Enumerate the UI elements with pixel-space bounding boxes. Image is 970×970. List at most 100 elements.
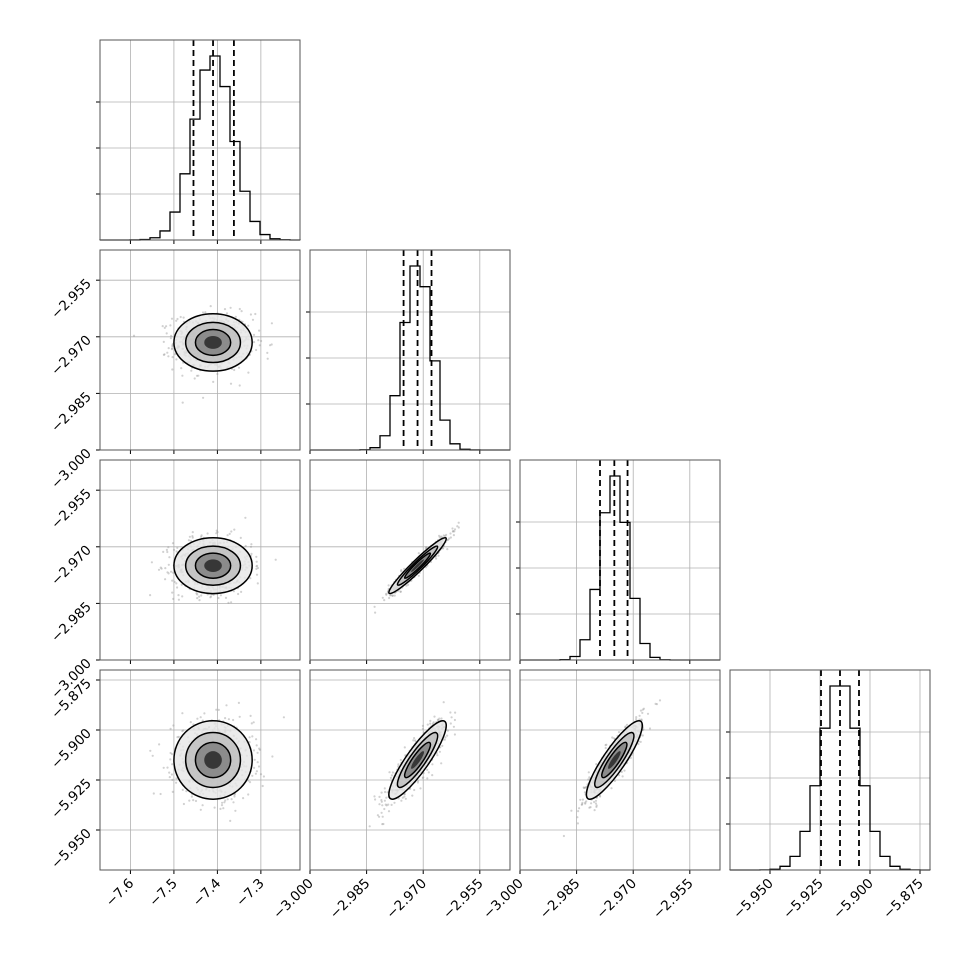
sample-point bbox=[641, 708, 645, 711]
sample-point bbox=[400, 570, 403, 573]
sample-point bbox=[451, 530, 454, 533]
sample-point bbox=[629, 756, 632, 760]
density-contour bbox=[396, 545, 439, 586]
sample-point bbox=[400, 569, 403, 572]
sample-point bbox=[385, 593, 388, 596]
sample-point bbox=[258, 747, 261, 750]
sample-point bbox=[229, 306, 232, 309]
sample-point bbox=[449, 722, 452, 725]
sample-point bbox=[191, 531, 194, 534]
sample-point bbox=[198, 599, 201, 602]
sample-point bbox=[642, 728, 645, 731]
sample-point bbox=[254, 772, 257, 775]
sample-point bbox=[190, 795, 193, 798]
sample-point bbox=[384, 790, 387, 794]
sample-point bbox=[189, 539, 192, 543]
sample-point bbox=[230, 601, 233, 604]
sample-point bbox=[234, 315, 237, 318]
sample-point bbox=[175, 777, 178, 780]
sample-point bbox=[256, 566, 260, 570]
sample-point bbox=[440, 717, 443, 720]
sample-point bbox=[604, 744, 607, 747]
sample-point bbox=[176, 317, 179, 321]
sample-point bbox=[433, 715, 436, 718]
sample-point bbox=[416, 781, 419, 784]
sample-point bbox=[388, 596, 391, 600]
sample-point bbox=[437, 554, 440, 557]
density-contour bbox=[194, 328, 232, 357]
sample-point bbox=[380, 799, 383, 802]
sample-point bbox=[646, 712, 650, 715]
sample-point bbox=[163, 353, 166, 356]
sample-point bbox=[182, 729, 185, 732]
y-tick-label: −2.970 bbox=[48, 332, 95, 379]
sample-point bbox=[584, 802, 587, 805]
sample-point bbox=[197, 374, 200, 377]
sample-point bbox=[621, 775, 624, 778]
sample-point bbox=[175, 358, 178, 361]
sample-point bbox=[170, 753, 174, 756]
sample-point bbox=[449, 532, 452, 535]
sample-point bbox=[380, 791, 383, 794]
density-contour bbox=[173, 720, 253, 800]
sample-point bbox=[172, 724, 175, 727]
sample-point bbox=[170, 348, 173, 351]
sample-point bbox=[196, 717, 199, 720]
sample-point bbox=[642, 707, 646, 710]
sample-point bbox=[648, 727, 652, 730]
sample-point bbox=[417, 574, 420, 577]
sample-point bbox=[421, 727, 424, 731]
sample-point bbox=[442, 547, 445, 550]
panel-frame bbox=[519, 669, 721, 871]
sample-point bbox=[378, 803, 381, 806]
sample-point bbox=[441, 744, 444, 748]
sample-point bbox=[248, 781, 252, 784]
sample-point bbox=[413, 788, 416, 792]
sample-point bbox=[387, 584, 390, 587]
sample-point bbox=[594, 802, 598, 805]
sample-point bbox=[383, 799, 386, 802]
density-contour bbox=[184, 731, 242, 789]
sample-point bbox=[457, 521, 460, 524]
sample-point bbox=[391, 771, 394, 774]
sample-point bbox=[233, 793, 236, 796]
sample-point bbox=[270, 322, 273, 325]
sample-point bbox=[405, 584, 408, 587]
sample-point bbox=[593, 800, 596, 804]
sample-point bbox=[374, 798, 377, 801]
sample-point bbox=[219, 807, 222, 811]
sample-point bbox=[380, 811, 383, 814]
sample-point bbox=[171, 790, 174, 794]
sample-point bbox=[414, 739, 417, 742]
sample-point bbox=[438, 717, 441, 720]
sample-point bbox=[605, 743, 608, 746]
sample-point bbox=[166, 766, 169, 769]
sample-point bbox=[196, 593, 199, 596]
sample-point bbox=[200, 534, 203, 537]
sample-point bbox=[391, 594, 394, 597]
x-tick-label: −5.950 bbox=[730, 876, 777, 923]
sample-point bbox=[389, 594, 392, 597]
sample-point bbox=[383, 599, 386, 602]
sample-point bbox=[213, 806, 216, 809]
sample-point bbox=[225, 704, 228, 707]
sample-point bbox=[200, 594, 203, 597]
sample-point bbox=[581, 798, 585, 801]
sample-point bbox=[610, 787, 613, 790]
panel-frame bbox=[99, 459, 301, 661]
sample-point bbox=[250, 543, 253, 546]
sample-point bbox=[152, 792, 155, 795]
scatter-panel-p0-p2: −3.000−2.985−2.970−2.955 bbox=[48, 459, 301, 702]
x-tick-label: −7.5 bbox=[146, 876, 180, 910]
sample-point bbox=[440, 762, 443, 765]
sample-point bbox=[587, 771, 590, 774]
density-fill bbox=[411, 751, 424, 769]
sample-point bbox=[223, 801, 226, 804]
sample-point bbox=[255, 348, 258, 352]
sample-point bbox=[452, 530, 455, 533]
sample-point bbox=[149, 749, 152, 752]
x-tick-label: −2.985 bbox=[537, 876, 584, 923]
sample-point bbox=[452, 725, 455, 728]
sample-point bbox=[181, 730, 184, 733]
sample-point bbox=[167, 347, 170, 350]
